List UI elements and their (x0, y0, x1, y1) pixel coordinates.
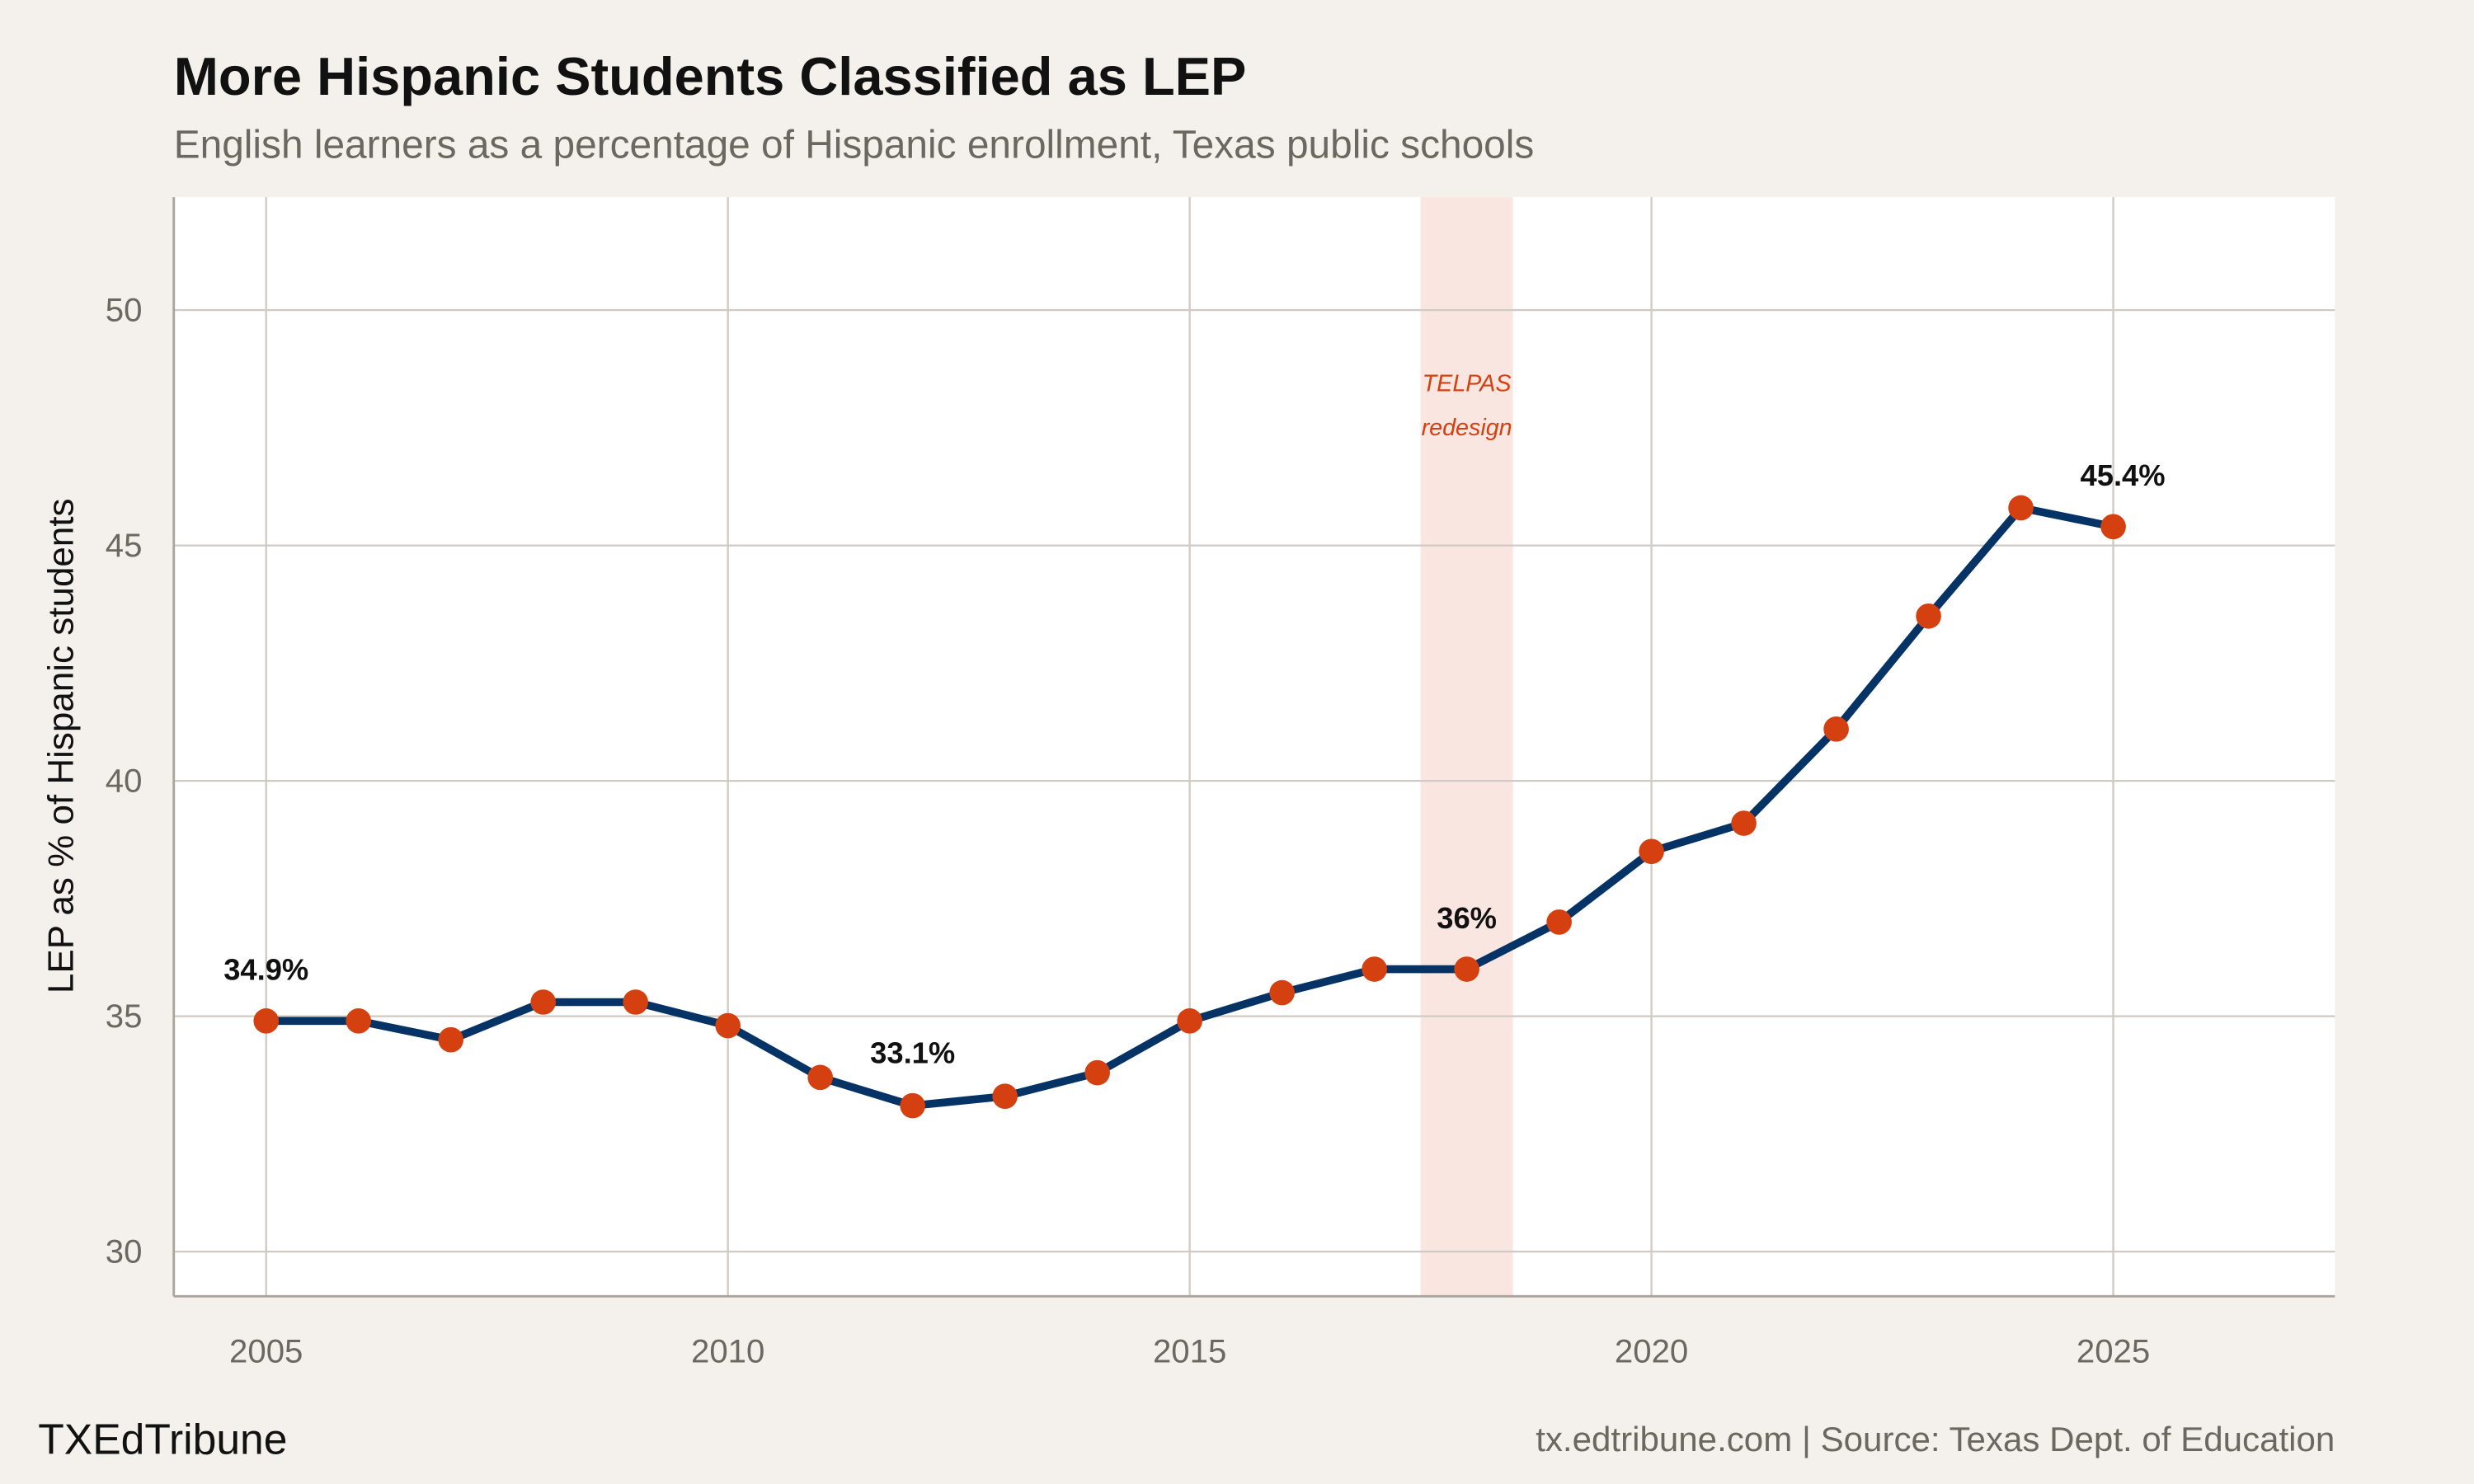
data-label: 36% (1437, 901, 1497, 935)
chart-subtitle: English learners as a percentage of Hisp… (174, 123, 1535, 167)
data-point (1731, 810, 1757, 836)
data-label: 33.1% (870, 1036, 955, 1069)
band-label-line1: TELPAS (1423, 370, 1512, 397)
data-point (900, 1092, 925, 1119)
data-point (438, 1026, 464, 1053)
x-tick-label: 2010 (691, 1333, 764, 1370)
data-point (992, 1083, 1018, 1110)
chart-title: More Hispanic Students Classified as LEP (174, 46, 1247, 106)
data-label: 45.4% (2081, 458, 2166, 492)
data-point (1269, 979, 1295, 1006)
plot-panel (173, 197, 2335, 1297)
x-tick-label: 2005 (229, 1333, 303, 1370)
data-point (1823, 716, 1849, 742)
y-axis-label: LEP as % of Hispanic students (40, 498, 81, 993)
data-point (1454, 956, 1479, 982)
data-point (623, 989, 648, 1015)
x-tick-label: 2025 (2077, 1333, 2150, 1370)
data-point (530, 989, 557, 1015)
data-point (2100, 514, 2126, 540)
data-point (1362, 956, 1387, 982)
data-point (1546, 909, 1572, 935)
data-point (1916, 603, 1941, 629)
data-point (253, 1008, 280, 1034)
data-point (807, 1064, 833, 1091)
data-point (1639, 838, 1664, 865)
source-note: tx.edtribune.com | Source: Texas Dept. o… (1536, 1420, 2335, 1458)
shaded-band (1420, 197, 1513, 1297)
band-label-line2: redesign (1422, 415, 1512, 441)
data-point (1177, 1008, 1202, 1034)
y-tick-label: 30 (106, 1233, 143, 1270)
x-tick-label: 2015 (1153, 1333, 1226, 1370)
brand-label: TXEdTribune (38, 1416, 287, 1463)
y-tick-label: 40 (106, 763, 143, 800)
y-tick-label: 35 (106, 998, 143, 1035)
y-tick-label: 50 (106, 292, 143, 329)
data-point (715, 1012, 741, 1039)
y-tick-label: 45 (106, 527, 143, 564)
data-point (346, 1008, 372, 1034)
data-point (2008, 495, 2034, 521)
data-label: 34.9% (223, 953, 308, 987)
x-tick-label: 2020 (1615, 1333, 1688, 1370)
data-point (1084, 1059, 1110, 1086)
